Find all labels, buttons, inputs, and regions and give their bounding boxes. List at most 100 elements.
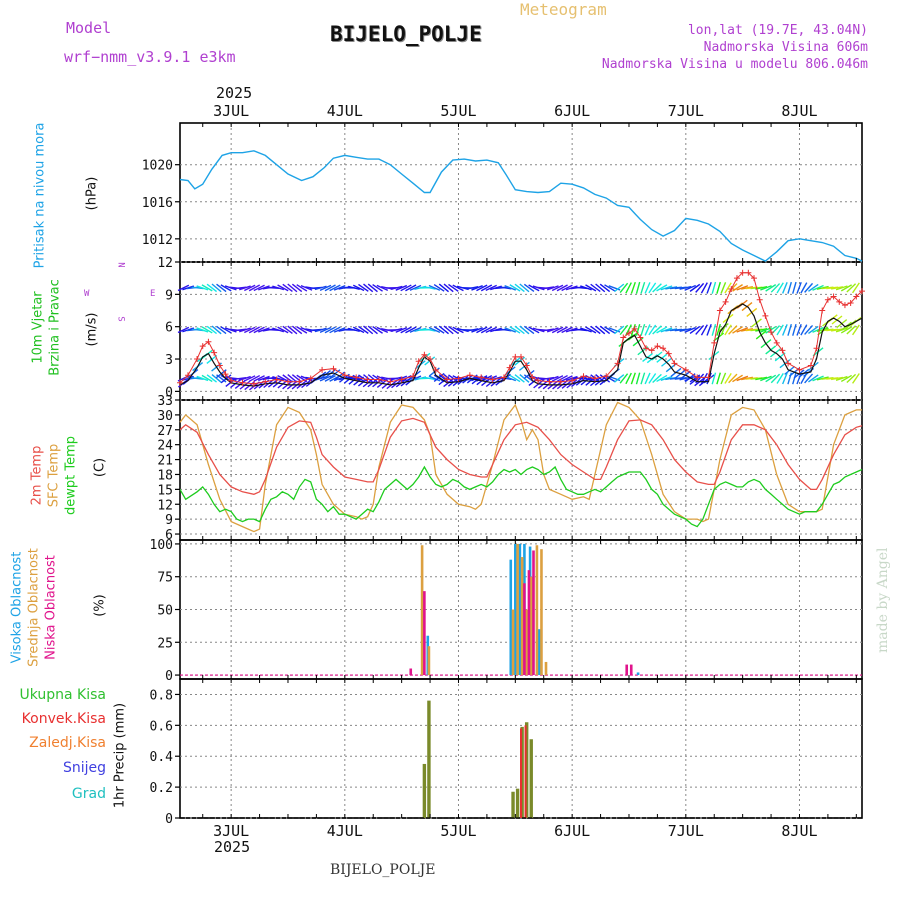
wind-arrow xyxy=(448,325,459,334)
high-cloud-bar xyxy=(518,543,522,676)
wind-gust-marker xyxy=(768,329,775,336)
low-cloud-bar xyxy=(527,570,531,676)
wind-arrow xyxy=(720,282,727,294)
wind-arrow xyxy=(333,375,346,382)
wind-arrow xyxy=(400,284,412,292)
wind-arrow xyxy=(652,325,662,335)
wind-arrow xyxy=(635,372,641,385)
wind-gust-marker xyxy=(694,374,701,381)
bottom-year-label: 2025 xyxy=(214,838,251,856)
wind-arrow xyxy=(206,325,218,335)
wind-arrow xyxy=(812,375,824,382)
wind-arrow xyxy=(428,375,441,382)
wind-arrow xyxy=(287,374,298,383)
wind-gust-marker xyxy=(529,374,536,381)
wind-arrow xyxy=(514,374,525,383)
wind-arrow xyxy=(770,283,781,293)
wind-arrow xyxy=(239,327,251,333)
wind-arrow xyxy=(614,283,625,293)
wind-gust-marker xyxy=(375,376,382,383)
wind-arrow xyxy=(300,284,313,291)
dewtemp-label: dewpt Temp xyxy=(63,436,79,516)
wind-arrow xyxy=(514,325,525,335)
wind-gust-marker xyxy=(506,364,513,371)
wind-gust-marker xyxy=(654,343,661,350)
lonlat-label: lon,lat (19.7E, 43.04N) xyxy=(687,23,868,38)
wind-arrow xyxy=(409,326,422,333)
wind-gust-marker xyxy=(841,302,848,309)
wind-arrow xyxy=(840,284,853,292)
wind-arrow xyxy=(660,285,673,291)
wind-arrow xyxy=(220,284,232,292)
wind-arrow xyxy=(347,285,360,291)
y-tick-label: 50 xyxy=(157,604,173,619)
wind-arrow xyxy=(556,326,568,334)
legend-frozen-precip: Zaledj.Kisa xyxy=(29,735,106,751)
wind-arrow xyxy=(258,285,270,291)
wind-arrow xyxy=(239,285,251,291)
wind-arrow xyxy=(485,284,498,292)
wind-arrow xyxy=(625,282,632,294)
wind-arrow xyxy=(220,326,232,334)
wind-arrow xyxy=(480,326,493,334)
model-name: wrf−nmm_v3.9.1 e3km xyxy=(64,48,236,66)
wind-arrow xyxy=(644,282,651,294)
wind-gust-marker xyxy=(807,362,814,369)
wind-arrow xyxy=(499,286,512,290)
footer-station: BIJELO_POLJE xyxy=(330,862,436,878)
wind-arrow xyxy=(409,375,422,382)
wind-arrow xyxy=(324,374,336,382)
wind-arrow xyxy=(755,286,768,290)
wind-arrow xyxy=(760,375,772,382)
wind-gust-marker xyxy=(466,372,473,379)
wind-arrow xyxy=(546,285,559,291)
mid-cloud-bar xyxy=(420,545,424,676)
wind-arrow xyxy=(363,325,374,335)
wind-arrow xyxy=(792,372,797,385)
bottom-day-label: 4JUL xyxy=(327,822,363,840)
total-precip-bar xyxy=(515,788,520,818)
wind-arrow xyxy=(776,282,784,294)
wind-arrow xyxy=(277,326,289,334)
wind-arrow xyxy=(830,286,844,290)
wind-arrow xyxy=(808,325,819,334)
wind-arrow xyxy=(390,376,403,381)
wind-arrow xyxy=(619,324,629,336)
y-tick-label: 33 xyxy=(157,394,173,409)
wind-arrow xyxy=(652,373,662,384)
mid-cloud-bar xyxy=(540,549,543,676)
wind-arrow xyxy=(808,374,819,383)
wind-gust-line xyxy=(179,272,863,385)
wind-arrow xyxy=(390,285,403,290)
wind-gust-marker xyxy=(387,378,394,385)
wind-arrow xyxy=(599,325,611,335)
wind-arrow xyxy=(319,284,332,291)
wind-arrow xyxy=(253,375,265,382)
wind-arrow xyxy=(296,326,308,334)
high-cloud-bar xyxy=(537,629,541,676)
wind-arrow xyxy=(556,374,568,382)
wind-gust-marker xyxy=(625,330,632,337)
total-precip-bar xyxy=(529,739,533,818)
wind-arrow xyxy=(630,372,636,385)
wind-gust-marker xyxy=(819,307,826,314)
low-cloud-bar xyxy=(532,550,535,676)
pressure-unit: (hPa) xyxy=(84,176,100,211)
wind-arrow xyxy=(201,374,213,383)
wind-gust-marker xyxy=(184,372,191,379)
y-tick-label: 0 xyxy=(165,669,173,684)
wind-arrow xyxy=(363,283,374,293)
wind-gust-marker xyxy=(796,366,803,373)
wind-arrow xyxy=(585,326,597,334)
wind-arrow xyxy=(796,372,802,385)
wind-arrow xyxy=(400,326,412,334)
wind-arrow xyxy=(716,323,721,336)
panel-frame xyxy=(179,122,863,263)
y-tick-label: 0 xyxy=(165,385,173,400)
total-precip-bar xyxy=(422,763,427,818)
wind-arrow xyxy=(277,284,289,292)
wind-arrow xyxy=(776,324,784,336)
convective-precip-bar xyxy=(520,728,522,818)
wind-gust-marker xyxy=(273,376,280,383)
wind-arrow xyxy=(300,327,313,333)
